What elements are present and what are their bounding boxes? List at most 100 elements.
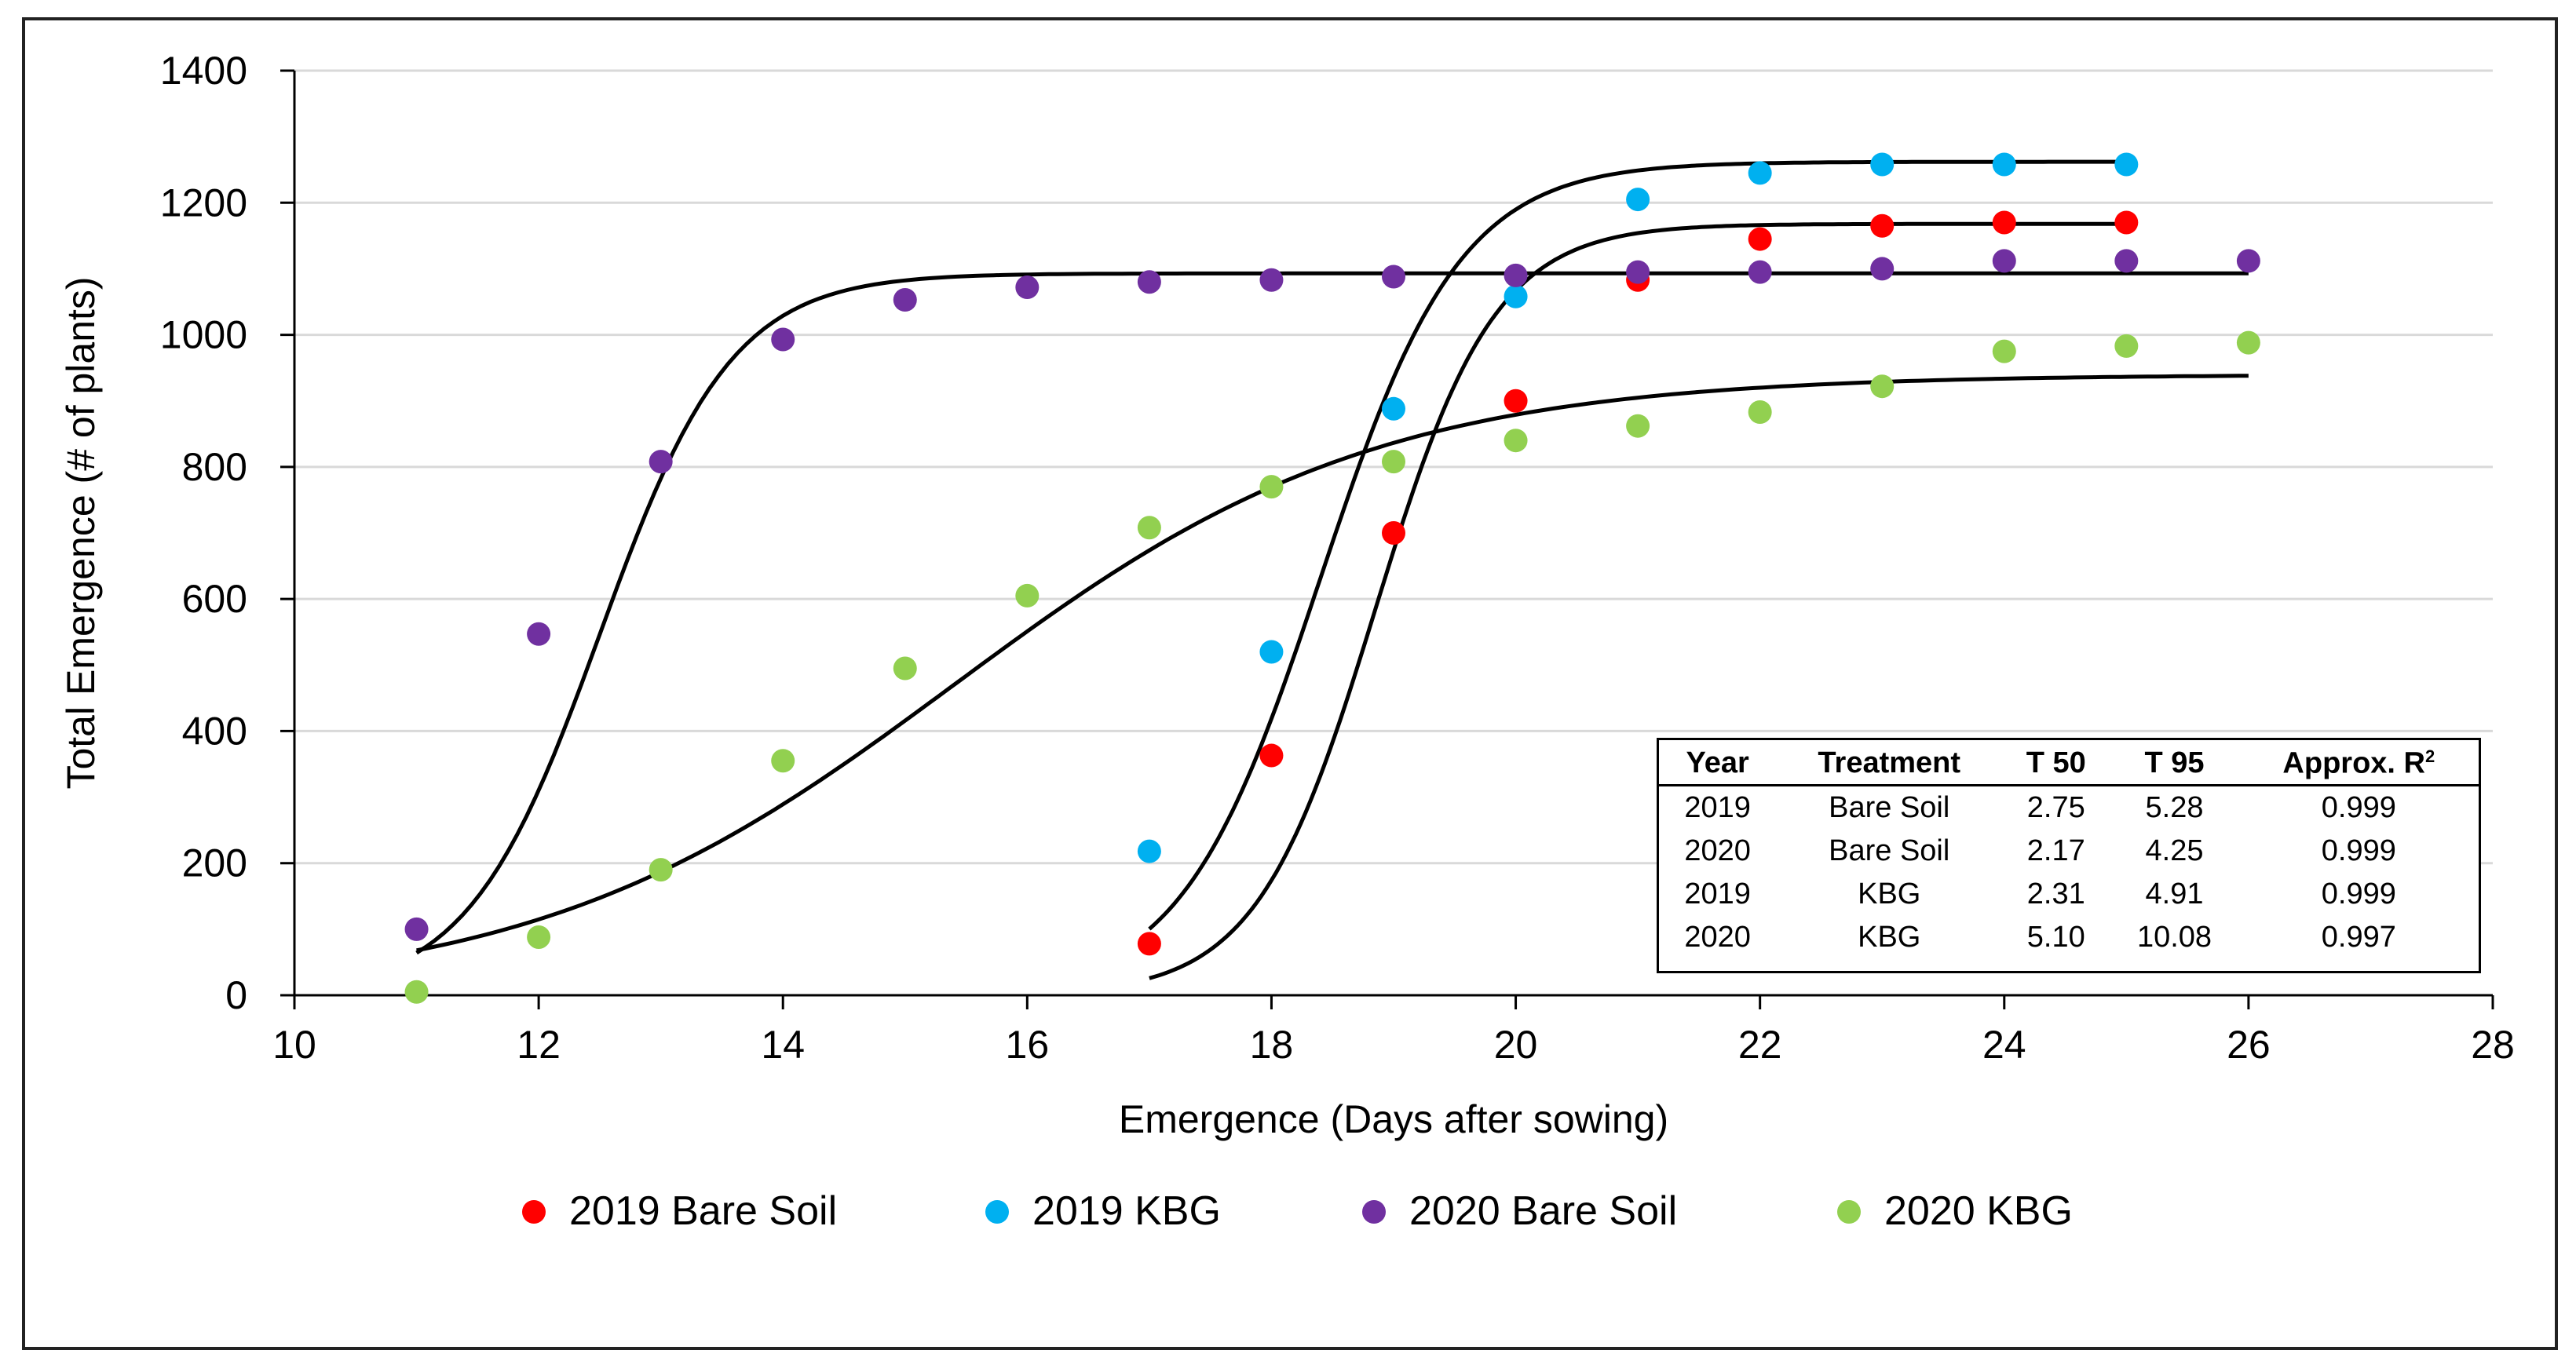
cell-treatment: Bare Soil	[1829, 790, 1950, 824]
legend: 2019 Bare Soil 2019 KBG 2020 Bare Soil 2020…	[522, 1188, 2073, 1234]
fit-curves	[415, 159, 2249, 980]
data-point	[1137, 932, 1161, 956]
legend-label: 2020 KBG	[1884, 1188, 2073, 1234]
header-r2-superscript: 2	[2424, 746, 2435, 766]
header-r2-label: Approx. R	[2282, 746, 2425, 780]
data-point	[2114, 334, 2139, 358]
cell-t50: 2.31	[2026, 877, 2085, 910]
y-tick-label: 0	[225, 973, 247, 1017]
stats-table-row: 2020 Bare Soil 2.17 4.25 0.999	[1659, 830, 2479, 873]
cell-year: 2019	[1684, 790, 1751, 824]
cell-treatment: Bare Soil	[1829, 834, 1950, 867]
y-tick-label: 600	[182, 577, 247, 621]
y-tick-label: 400	[182, 709, 247, 753]
axes	[280, 69, 2494, 1009]
x-tick-label: 26	[2227, 1023, 2271, 1067]
data-point	[893, 287, 917, 312]
cell-t50: 5.10	[2026, 920, 2085, 954]
data-point	[2114, 249, 2139, 273]
cell-treatment: KBG	[1858, 877, 1921, 910]
cell-treatment: KBG	[1858, 920, 1921, 954]
stats-table: Year Treatment T 50 T 95 Approx. R2 2019…	[1657, 738, 2481, 973]
data-point	[1504, 263, 1528, 287]
data-point	[1259, 475, 1284, 499]
data-point	[1015, 275, 1040, 299]
data-point	[1382, 450, 1405, 474]
data-point	[1382, 521, 1405, 545]
data-point	[1626, 414, 1650, 438]
x-tick-label: 28	[2471, 1023, 2515, 1067]
fit-curve	[1149, 221, 2127, 980]
data-point	[1137, 270, 1161, 294]
header-r2: Approx. R2	[2238, 740, 2479, 786]
cell-r2: 0.999	[2321, 877, 2396, 910]
data-point	[1748, 400, 1772, 425]
data-point	[2236, 330, 2260, 355]
fit-curve	[415, 271, 2249, 955]
cell-t95: 4.91	[2145, 877, 2204, 910]
data-point	[2114, 210, 2139, 235]
x-tick-label: 20	[1494, 1023, 1538, 1067]
data-point	[1992, 249, 2016, 273]
data-point	[1748, 227, 1772, 251]
stats-table-grid: Year Treatment T 50 T 95 Approx. R2 2019…	[1659, 740, 2479, 959]
y-tick-label: 200	[182, 841, 247, 885]
data-point	[1382, 265, 1405, 289]
data-point	[1626, 260, 1650, 284]
cell-r2: 0.999	[2321, 834, 2396, 867]
cell-year: 2020	[1684, 920, 1751, 954]
data-point	[649, 450, 673, 474]
legend-label: 2019 Bare Soil	[569, 1188, 837, 1234]
x-tick-label: 18	[1250, 1023, 1294, 1067]
data-point	[2114, 152, 2139, 177]
legend-label: 2020 Bare Soil	[1409, 1188, 1677, 1234]
data-point	[1992, 210, 2016, 235]
cell-year: 2019	[1684, 877, 1751, 910]
data-point	[1992, 339, 2016, 363]
cell-r2: 0.999	[2321, 790, 2396, 824]
x-tick-label: 24	[1982, 1023, 2026, 1067]
fit-curve	[1148, 159, 2127, 931]
data-point	[1992, 152, 2016, 177]
data-point	[404, 917, 429, 941]
data-point	[1504, 429, 1528, 453]
data-point	[1382, 396, 1405, 421]
y-tick-label: 1200	[160, 181, 247, 224]
data-point	[771, 327, 795, 352]
stats-table-row: 2019 KBG 2.31 4.91 0.999	[1659, 873, 2479, 916]
header-t95: T 95	[2110, 740, 2239, 786]
data-point	[771, 749, 795, 773]
data-point	[1870, 374, 1895, 399]
data-point	[1870, 257, 1895, 281]
y-tick-label: 800	[182, 445, 247, 489]
figure-frame	[22, 17, 2558, 1350]
stats-table-header-row: Year Treatment T 50 T 95 Approx. R2	[1659, 740, 2479, 786]
data-point	[1870, 213, 1895, 238]
data-point	[1259, 640, 1284, 664]
data-point	[1137, 839, 1161, 863]
data-point	[1259, 743, 1284, 768]
data-point	[527, 925, 551, 949]
cell-t95: 10.08	[2136, 920, 2212, 954]
data-point	[893, 656, 917, 681]
data-point	[527, 622, 551, 646]
legend-label: 2019 KBG	[1032, 1188, 1221, 1234]
legend-marker	[522, 1200, 546, 1224]
data-point	[1870, 152, 1895, 177]
data-point	[1015, 583, 1040, 608]
x-tick-label: 14	[761, 1023, 805, 1067]
data-point	[1748, 161, 1772, 185]
y-tick-label: 1400	[160, 49, 247, 93]
data-point	[1748, 260, 1772, 284]
cell-t50: 2.75	[2026, 790, 2085, 824]
data-point	[2236, 249, 2260, 273]
cell-t95: 5.28	[2145, 790, 2204, 824]
cell-r2: 0.997	[2321, 920, 2396, 954]
x-tick-label: 22	[1738, 1023, 1782, 1067]
x-tick-label: 16	[1006, 1023, 1050, 1067]
fit-curve	[416, 374, 2249, 953]
legend-marker	[985, 1200, 1009, 1224]
x-tick-label: 12	[517, 1023, 561, 1067]
